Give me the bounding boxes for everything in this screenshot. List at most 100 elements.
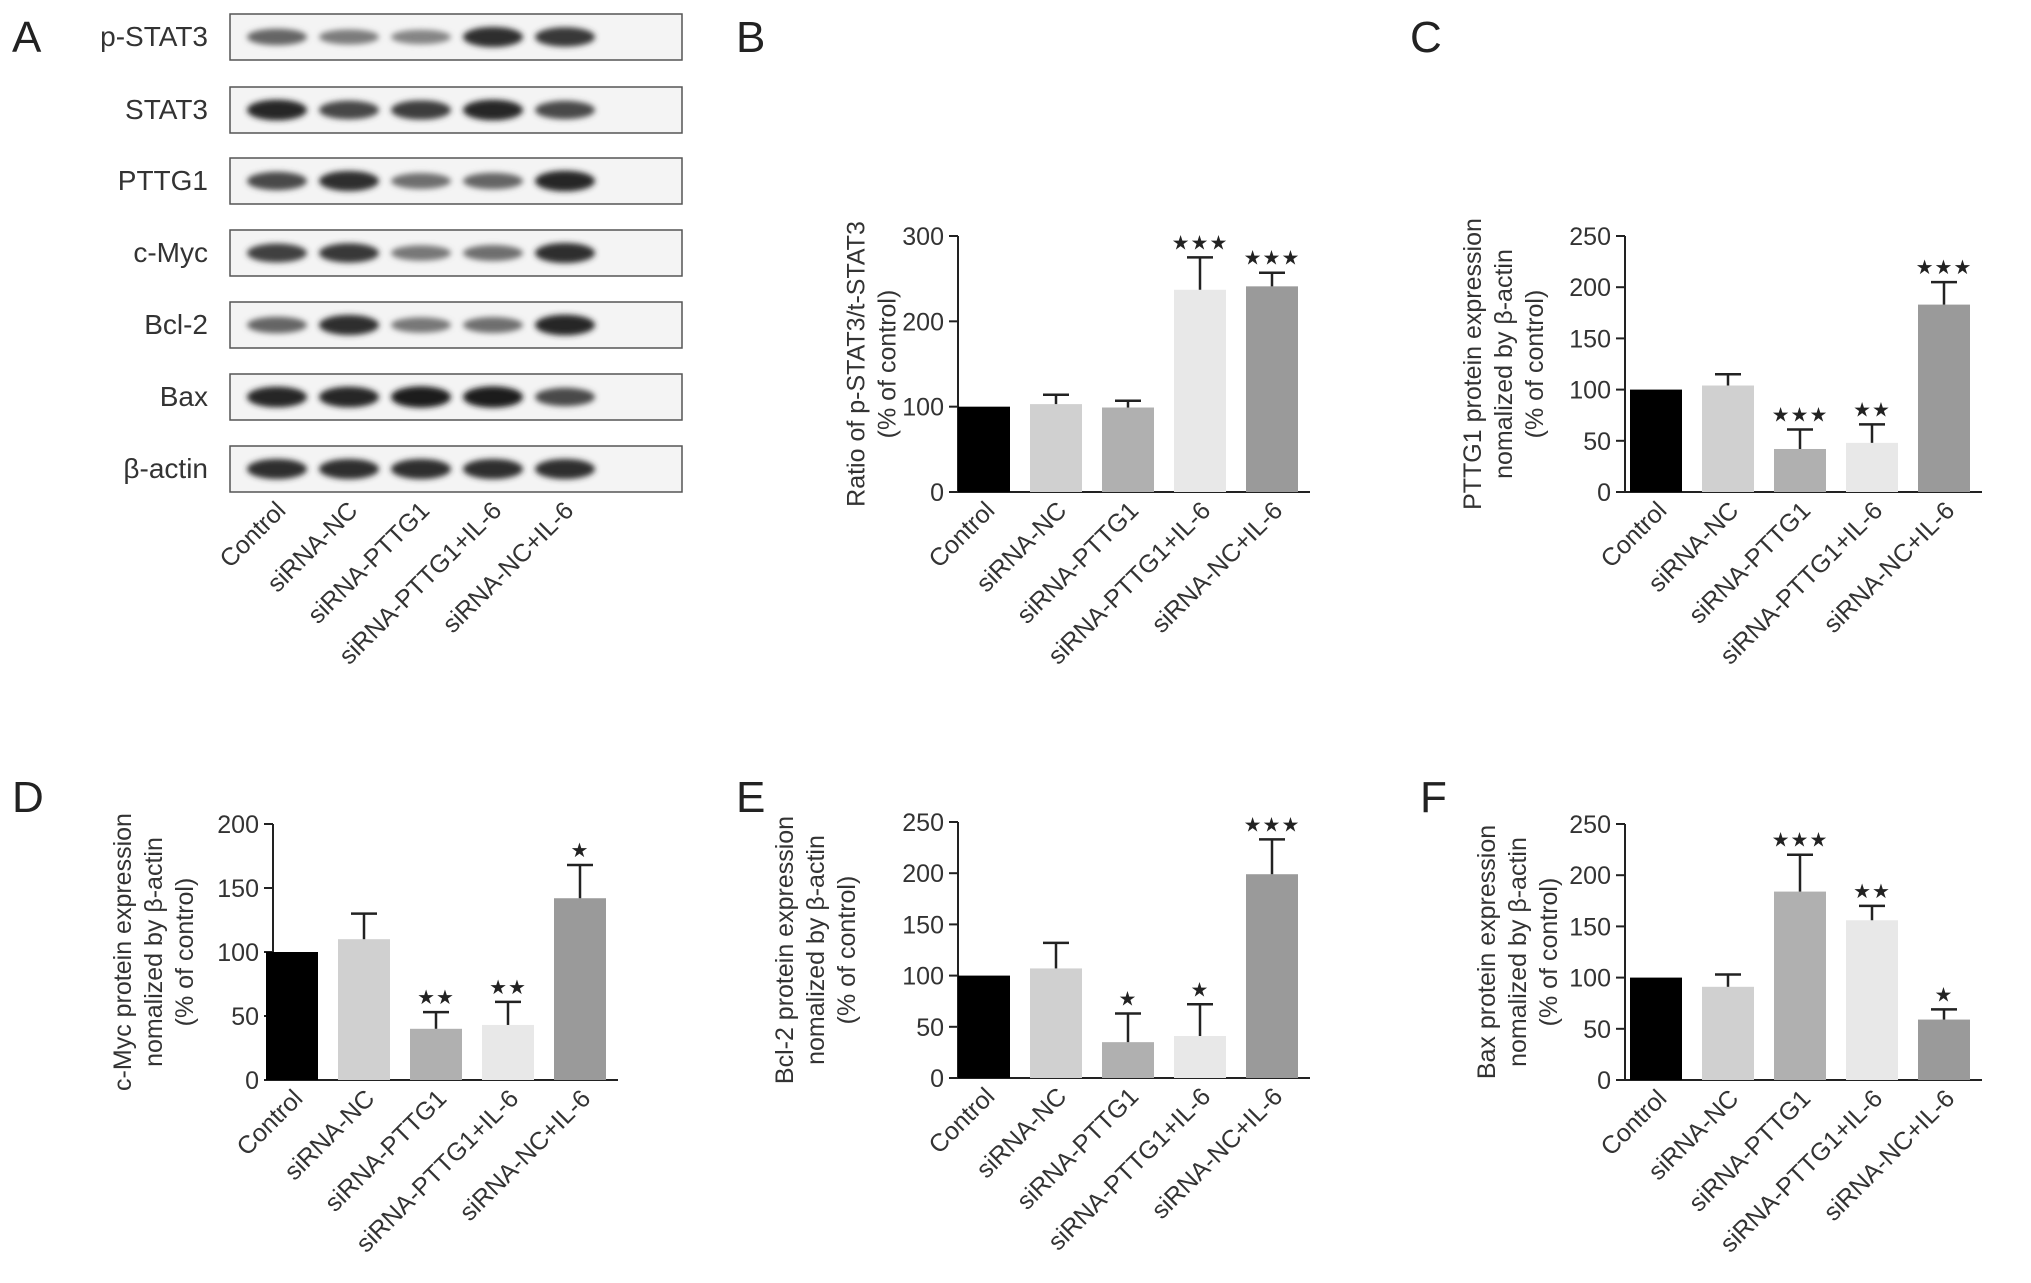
significance-marker: ★ [1935, 984, 1954, 1006]
blot-strip [229, 373, 683, 421]
significance-marker: ★★★ [1916, 257, 1973, 279]
y-tick-label: 0 [1597, 1067, 1611, 1095]
y-tick-label: 100 [902, 963, 944, 991]
bar [1246, 874, 1298, 1078]
blot-band [463, 245, 523, 261]
bar [338, 939, 390, 1080]
blot-band [247, 386, 307, 408]
blot-band [535, 242, 595, 264]
y-tick-label: 250 [1569, 811, 1611, 839]
bar [1918, 304, 1970, 492]
blot-row-label: STAT3 [125, 94, 208, 125]
blot-band [463, 458, 523, 480]
panel-a: A p-STAT3STAT3PTTG1c-MycBcl-2Baxβ-actin … [12, 13, 683, 670]
bar [266, 952, 318, 1080]
blot-band [247, 316, 307, 334]
bar [1030, 404, 1082, 492]
blot-row-label: p-STAT3 [100, 21, 208, 52]
bar [958, 406, 1010, 492]
significance-marker: ★★★ [1172, 232, 1229, 254]
blot-band [391, 100, 451, 120]
y-tick-label: 150 [1569, 325, 1611, 353]
y-tick-label: 200 [902, 860, 944, 888]
blot-band [391, 173, 451, 189]
significance-marker: ★ [571, 840, 590, 862]
y-axis-label: nomalized by β-actin [802, 835, 830, 1065]
y-axis-label: (% of control) [1535, 878, 1563, 1027]
blot-band [463, 99, 523, 121]
y-tick-label: 100 [217, 939, 259, 967]
blot-band [319, 29, 379, 45]
bar [554, 898, 606, 1080]
bar [410, 1028, 462, 1080]
blot-band [535, 458, 595, 480]
y-axis-label: PTTG1 protein expression [1459, 218, 1487, 510]
blot-band [319, 314, 379, 336]
blot-row-bcl-2: Bcl-2 [144, 301, 683, 349]
bar [1702, 986, 1754, 1080]
blot-band [319, 100, 379, 120]
y-tick-label: 300 [902, 223, 944, 251]
blot-row-label: β-actin [123, 453, 208, 484]
blot-row-c-myc: c-Myc [133, 229, 683, 277]
panel-letter-d: D [12, 773, 44, 822]
x-tick-label: siRNA-NC+IL-6 [454, 1084, 596, 1226]
blot-band [319, 458, 379, 480]
blot-band [463, 386, 523, 408]
blot-band [319, 386, 379, 408]
bar [482, 1024, 534, 1080]
y-tick-label: 150 [1569, 913, 1611, 941]
y-tick-label: 100 [1569, 377, 1611, 405]
bar [1102, 407, 1154, 492]
significance-marker: ★★ [489, 977, 527, 999]
blot-band [319, 170, 379, 192]
blot-row--actin: β-actin [123, 445, 683, 493]
significance-marker: ★ [1191, 979, 1210, 1001]
blot-band [391, 29, 451, 45]
blot-row-bax: Bax [160, 373, 683, 421]
y-axis-label: c-Myc protein expression [109, 813, 137, 1091]
panel-b: B 0 100 200 300 Ratio of p-STAT3/t-STAT3 (% o… [736, 13, 1310, 670]
y-tick-label: 0 [1597, 479, 1611, 507]
y-tick-label: 0 [930, 479, 944, 507]
y-axis-label: (% of control) [171, 878, 199, 1027]
blot-band [391, 245, 451, 261]
blot-band [319, 243, 379, 263]
bar [958, 975, 1010, 1078]
panel-letter-b: B [736, 13, 765, 62]
y-tick-label: 250 [1569, 223, 1611, 251]
y-tick-label: 150 [902, 911, 944, 939]
panel-f: F 0 50 100 150 200 250 Bax protein expression n… [1420, 773, 1982, 1258]
significance-marker: ★★★ [1772, 830, 1829, 852]
chart-c: 0 50 100 150 200 250 PTTG1 protein expression n… [1459, 218, 1982, 670]
bar [1846, 920, 1898, 1080]
blot-row-stat3: STAT3 [125, 86, 683, 134]
bar [1774, 448, 1826, 492]
y-tick-label: 50 [916, 1014, 944, 1042]
blot-row-pttg1: PTTG1 [118, 157, 683, 205]
bar [1630, 389, 1682, 492]
y-tick-label: 200 [217, 811, 259, 839]
y-axis-label: Bcl-2 protein expression [771, 816, 799, 1084]
blot-row-label: PTTG1 [118, 165, 208, 196]
panel-letter-e: E [736, 773, 765, 822]
panel-letter-f: F [1420, 773, 1447, 822]
y-tick-label: 50 [231, 1003, 259, 1031]
bar [1174, 1036, 1226, 1078]
blot-band [391, 386, 451, 408]
blot-band [247, 28, 307, 46]
y-tick-label: 100 [1569, 965, 1611, 993]
bar [1774, 891, 1826, 1080]
blot-band [247, 171, 307, 191]
x-tick-label: siRNA-NC+IL-6 [1146, 496, 1288, 638]
blot-band [391, 317, 451, 333]
chart-d: 0 50 100 150 200 c-Myc protein expression noma… [109, 811, 618, 1258]
y-tick-label: 200 [1569, 862, 1611, 890]
y-axis-label: (% of control) [833, 876, 861, 1025]
blot-row-label: Bcl-2 [144, 309, 208, 340]
y-tick-label: 0 [245, 1067, 259, 1095]
blot-band [463, 26, 523, 48]
blot-row-label: c-Myc [133, 237, 208, 268]
significance-marker: ★★ [1853, 399, 1891, 421]
